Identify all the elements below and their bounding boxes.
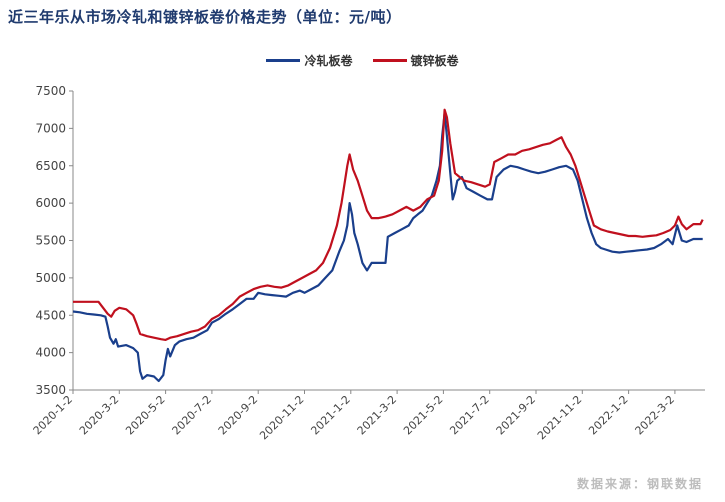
x-tick-label: 2020-3-2 <box>77 393 122 438</box>
x-tick-label: 2021-5-2 <box>401 393 446 438</box>
legend-label-galvanized: 镀锌板卷 <box>410 54 459 68</box>
y-tick-label: 3500 <box>35 383 66 397</box>
x-tick-label: 2020-5-2 <box>123 393 168 438</box>
x-tick-label: 2020-11-2 <box>257 393 306 442</box>
legend-item-cold-rolled: 冷轧板卷 <box>266 52 353 69</box>
legend-swatch-cold-rolled <box>266 59 301 62</box>
y-tick-label: 4000 <box>35 346 66 360</box>
x-tick-label: 2021-11-2 <box>535 393 584 442</box>
x-tick-label: 2022-3-2 <box>633 393 678 438</box>
y-tick-label: 6500 <box>35 159 66 173</box>
y-tick-label: 6000 <box>35 196 66 210</box>
legend-item-galvanized: 镀锌板卷 <box>372 52 459 69</box>
legend: 冷轧板卷 镀锌板卷 <box>0 52 725 69</box>
y-tick-label: 7500 <box>35 84 66 98</box>
y-tick-label: 4500 <box>35 308 66 322</box>
data-source: 数据来源：钢联数据 <box>576 477 703 491</box>
chart-title: 近三年乐从市场冷轧和镀锌板卷价格走势（单位：元/吨） <box>8 8 402 26</box>
x-tick-label: 2021-3-2 <box>355 393 400 438</box>
x-tick-label: 2020-1-2 <box>31 393 76 438</box>
series-line-cold-rolled <box>72 112 703 383</box>
x-tick-label: 2022-1-2 <box>586 393 631 438</box>
legend-label-cold-rolled: 冷轧板卷 <box>304 54 353 68</box>
x-tick-label: 2021-1-2 <box>308 393 353 438</box>
y-tick-label: 5500 <box>35 234 66 248</box>
legend-swatch-galvanized <box>372 59 407 62</box>
x-tick-label: 2020-9-2 <box>216 393 261 438</box>
x-tick-label: 2021-7-2 <box>447 393 492 438</box>
y-tick-label: 7000 <box>35 121 66 135</box>
x-tick-label: 2020-7-2 <box>170 393 215 438</box>
x-tick-label: 2021-9-2 <box>494 393 539 438</box>
y-tick-label: 5000 <box>35 271 66 285</box>
series-line-galvanized <box>73 108 704 341</box>
